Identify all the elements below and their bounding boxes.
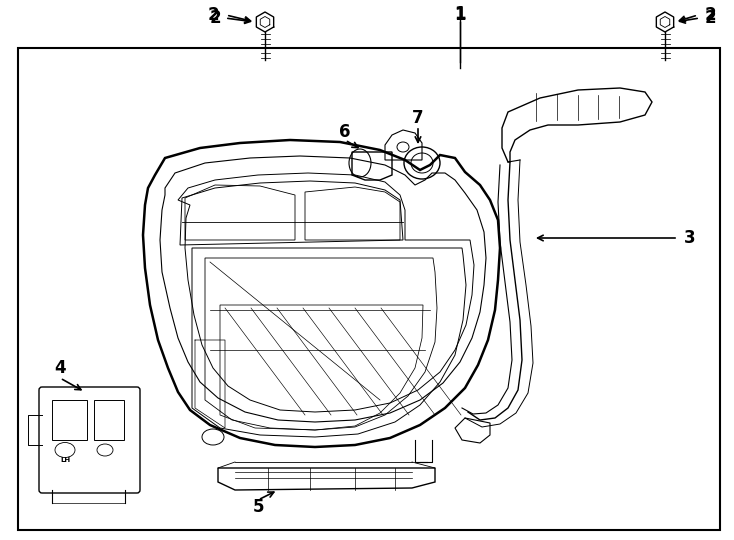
Text: 2: 2 <box>704 9 716 27</box>
Text: 4: 4 <box>54 359 66 377</box>
Bar <box>18 48 720 530</box>
Text: LH: LH <box>60 457 70 463</box>
Text: 1: 1 <box>454 6 466 24</box>
Text: 2: 2 <box>704 6 716 24</box>
Bar <box>94 400 124 440</box>
FancyBboxPatch shape <box>39 387 140 493</box>
Text: 2: 2 <box>207 6 219 24</box>
Text: 3: 3 <box>684 229 696 247</box>
Text: 6: 6 <box>339 123 351 141</box>
Text: 5: 5 <box>252 498 264 516</box>
Text: 2: 2 <box>209 9 221 27</box>
Bar <box>52 400 87 440</box>
Text: 1: 1 <box>454 5 466 23</box>
Text: 7: 7 <box>413 109 424 127</box>
